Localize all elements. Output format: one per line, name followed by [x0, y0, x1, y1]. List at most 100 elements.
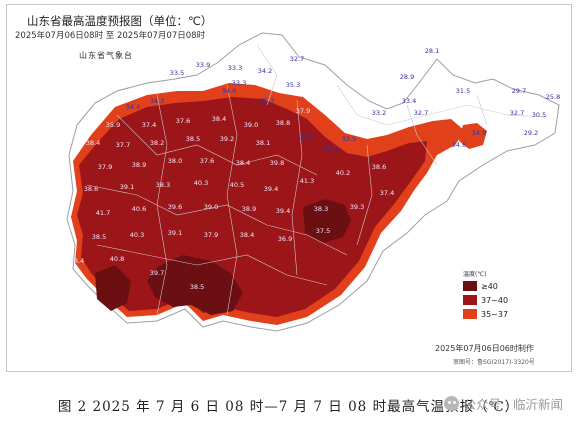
legend-title: 温度(℃) — [463, 271, 487, 278]
station-temperature-label: 34.6 — [452, 141, 466, 149]
legend-swatch — [463, 281, 477, 291]
station-temperature-label: 38.2 — [150, 139, 164, 147]
station-temperature-label: 37.9 — [296, 107, 310, 115]
station-temperature-label: 39.8 — [270, 159, 284, 167]
station-temperature-label: 37.4 — [142, 121, 156, 129]
station-temperature-label: 40.8 — [110, 255, 124, 263]
station-temperature-label: 38.4 — [212, 115, 226, 123]
legend-label: ≥40 — [481, 281, 498, 291]
zone-above-40-southwest — [147, 255, 243, 315]
station-temperature-label: 39.4 — [264, 185, 278, 193]
valid-time-range: 2025年07月06日08时 至 2025年07月07日08时 — [15, 31, 206, 41]
station-temperature-label: 38.3 — [156, 181, 170, 189]
station-temperature-label: 35.3 — [286, 81, 300, 89]
station-temperature-label: 39.1 — [168, 229, 182, 237]
station-temperature-label: 37.7 — [116, 141, 130, 149]
station-temperature-label: 33.9 — [196, 61, 210, 69]
legend-swatch — [463, 309, 477, 319]
station-temperature-label: 34.6 — [324, 145, 338, 153]
station-temperature-label: 39.2 — [220, 135, 234, 143]
station-temperature-label: 37.4 — [380, 189, 394, 197]
cool-station-labels: 32.7 28.1 33.5 33.9 33.3 34.2 33.3 28.9 34.3 34.4… — [126, 47, 560, 153]
station-temperature-label: 40.3 — [130, 231, 144, 239]
station-temperature-label: 40.3 — [194, 179, 208, 187]
station-temperature-label: 38.9 — [242, 205, 256, 213]
station-temperature-label: 34.4 — [126, 103, 140, 111]
production-time: 2025年07月06日06时制作 — [435, 344, 534, 353]
station-temperature-label: 37.6 — [176, 117, 190, 125]
legend-label: 35~37 — [481, 309, 509, 319]
zone-above-40-east — [303, 199, 351, 243]
station-temperature-label: 34.7 — [300, 133, 314, 141]
watermark: 公众号 · 临沂新闻 — [443, 394, 563, 413]
figure-caption: 图 2 2025 年 7 月 6 日 08 时—7 月 7 日 08 时最高气温… — [57, 399, 520, 415]
legend-item-35-37: 35~37 — [463, 308, 523, 320]
station-temperature-label: 38.6 — [372, 163, 386, 171]
station-temperature-label: 38.5 — [186, 135, 200, 143]
wechat-icon — [443, 396, 459, 411]
map-title: 山东省最高温度预报图（单位：℃） — [27, 14, 213, 28]
station-temperature-label: 37.6 — [200, 157, 214, 165]
station-temperature-label: 34.3 — [150, 97, 164, 105]
station-temperature-label: 34.6 — [222, 87, 236, 95]
station-temperature-label: 38.8 — [276, 119, 290, 127]
station-temperature-label: 33.5 — [170, 69, 184, 77]
station-temperature-label: 38.1 — [256, 139, 270, 147]
station-temperature-label: 38.5 — [92, 233, 106, 241]
station-temperature-label: 35.9 — [106, 121, 120, 129]
station-temperature-label: 29.7 — [512, 87, 526, 95]
station-temperature-label: 38.5 — [190, 283, 204, 291]
station-temperature-label: 28.1 — [425, 47, 439, 55]
hot-station-labels: 35.9 37.4 37.6 38.4 39.0 38.8 37.9 38.4 37.7 38.2… — [70, 107, 394, 291]
legend-item-37-40: 37~40 — [463, 294, 523, 306]
station-temperature-label: 33.3 — [232, 79, 246, 87]
station-temperature-label: 40.2 — [336, 169, 350, 177]
station-temperature-label: 38.3 — [314, 205, 328, 213]
station-temperature-label: 28.9 — [400, 73, 414, 81]
station-temperature-label: 38.4 — [86, 139, 100, 147]
station-temperature-label: 38.0 — [168, 157, 182, 165]
station-temperature-label: 25.8 — [546, 93, 560, 101]
station-temperature-label: 39.1 — [120, 183, 134, 191]
station-temperature-label: 38.4 — [70, 257, 84, 265]
station-temperature-label: 39.3 — [350, 203, 364, 211]
watermark-text: 公众号 · 临沂新闻 — [463, 397, 563, 412]
station-temperature-label: 41.3 — [300, 177, 314, 185]
station-temperature-label: 33.4 — [402, 97, 416, 105]
station-temperature-label: 37.9 — [204, 231, 218, 239]
temperature-legend: 温度(℃) ≥40 37~40 35~37 — [463, 269, 523, 322]
station-temperature-label: 34.9 — [472, 129, 486, 137]
station-temperature-label: 39.0 — [204, 203, 218, 211]
station-temperature-label: 39.0 — [244, 121, 258, 129]
county-boundaries — [86, 44, 548, 316]
station-temperature-label: 39.6 — [168, 203, 182, 211]
station-temperature-label: 29.2 — [524, 129, 538, 137]
station-temperature-label: 35.3 — [260, 97, 274, 105]
station-temperature-label: 32.7 — [290, 55, 304, 63]
station-temperature-label: 38.9 — [132, 161, 146, 169]
station-temperature-label: 38.4 — [236, 159, 250, 167]
station-temperature-label: 40.5 — [230, 181, 244, 189]
station-temperature-label: 33.2 — [372, 109, 386, 117]
station-temperature-label: 39.4 — [276, 207, 290, 215]
forecast-map-frame: 32.7 28.1 33.5 33.9 33.3 34.2 33.3 28.9 34.3 34.4… — [6, 4, 572, 372]
station-temperature-label: 40.6 — [132, 205, 146, 213]
zone-35-37-east — [459, 123, 487, 149]
station-temperature-label: 30.5 — [532, 111, 546, 119]
station-temperature-label: 32.7 — [414, 109, 428, 117]
station-temperature-label: 38.6 — [84, 185, 98, 193]
station-temperature-label: 37.5 — [316, 227, 330, 235]
station-temperature-label: 37.9 — [98, 163, 112, 171]
map-approval-number: 审图号：鲁SG(2017)-3320号 — [453, 359, 535, 366]
legend-item-above-40: ≥40 — [463, 280, 523, 292]
station-temperature-label: 33.5 — [342, 135, 356, 143]
zone-37-40 — [77, 97, 427, 317]
legend-label: 37~40 — [481, 295, 509, 305]
station-temperature-label: 38.4 — [240, 231, 254, 239]
zone-above-40-south — [95, 265, 131, 311]
station-temperature-label: 36.9 — [278, 235, 292, 243]
station-temperature-label: 32.7 — [510, 109, 524, 117]
issuer-name: 山东省气象台 — [79, 51, 133, 60]
station-temperature-label: 33.3 — [228, 64, 242, 72]
station-temperature-label: 31.5 — [456, 87, 470, 95]
